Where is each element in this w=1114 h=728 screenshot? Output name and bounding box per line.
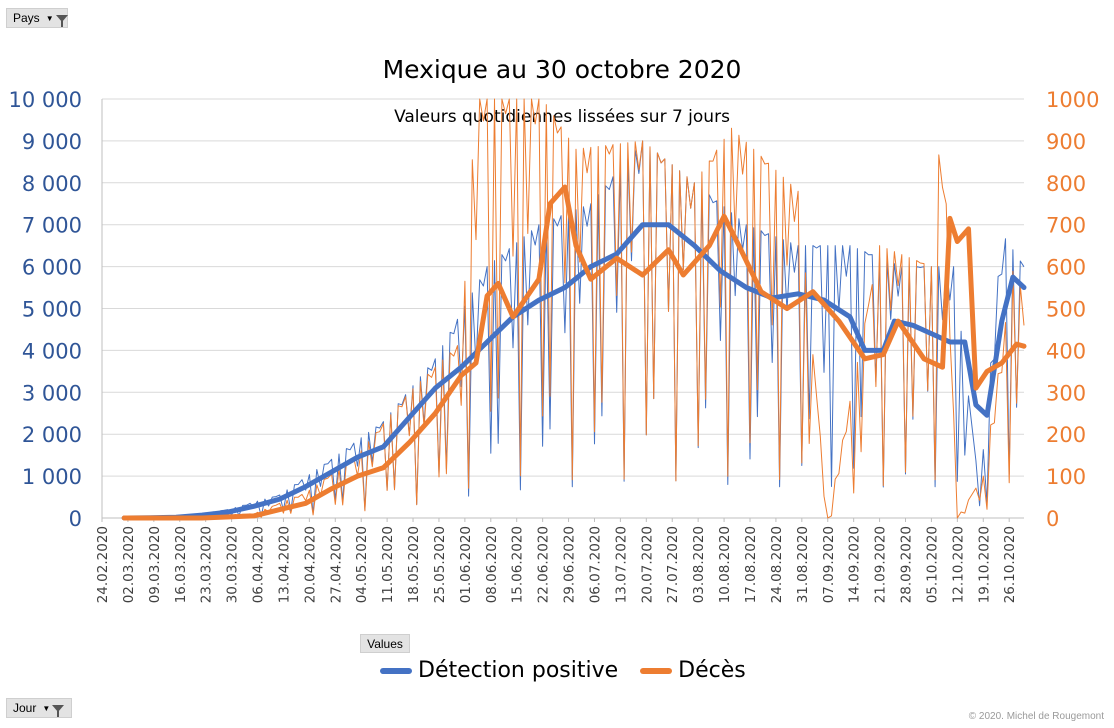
x-tick-label: 17.08.2020 bbox=[743, 526, 759, 603]
y-left-tick-label: 10 000 bbox=[9, 88, 82, 112]
x-tick-label: 07.09.2020 bbox=[821, 526, 837, 603]
legend: Détection positive Décès bbox=[380, 658, 768, 683]
x-tick-label: 30.03.2020 bbox=[225, 526, 241, 603]
y-right-tick-label: 1000 bbox=[1046, 88, 1099, 112]
y-right-tick-label: 0 bbox=[1046, 507, 1059, 531]
gridlines bbox=[101, 98, 1024, 519]
legend-swatch-deaths bbox=[640, 667, 673, 674]
y-left-tick-label: 2 000 bbox=[22, 423, 82, 447]
legend-label-deaths: Décès bbox=[678, 658, 746, 683]
x-tick-label: 23.03.2020 bbox=[199, 526, 215, 603]
y-right-tick-label: 800 bbox=[1046, 172, 1086, 196]
series-smoothed-cases bbox=[121, 222, 1027, 521]
y-left-tick-label: 1 000 bbox=[22, 465, 82, 489]
x-tick-label: 27.04.2020 bbox=[328, 526, 344, 603]
filter-funnel-icon bbox=[52, 704, 65, 717]
chart-subtitle: Valeurs quotidiennes lissées sur 7 jours bbox=[394, 107, 730, 127]
y-right-tick-label: 200 bbox=[1046, 423, 1086, 447]
y-left-tick-label: 7 000 bbox=[22, 214, 82, 238]
x-tick-label: 03.08.2020 bbox=[691, 526, 707, 603]
copyright-text: © 2020. Michel de Rougemont bbox=[968, 711, 1104, 722]
dropdown-arrow-icon: ▼ bbox=[42, 703, 51, 713]
x-tick-label: 26.10.2020 bbox=[1002, 526, 1018, 603]
x-tick-label: 24.08.2020 bbox=[769, 526, 785, 603]
x-tick-label: 06.04.2020 bbox=[251, 526, 267, 603]
series-smoothed-deaths bbox=[121, 184, 1027, 521]
x-tick-label: 27.07.2020 bbox=[665, 526, 681, 603]
y-right-tick-label: 100 bbox=[1046, 465, 1086, 489]
series-daily-deaths bbox=[124, 98, 1025, 519]
y-right-tick-label: 900 bbox=[1046, 130, 1086, 154]
legend-swatch-cases bbox=[380, 667, 412, 674]
x-tick-label: 13.04.2020 bbox=[276, 526, 292, 603]
x-tick-label: 20.07.2020 bbox=[639, 526, 655, 603]
y-right-tick-label: 700 bbox=[1046, 214, 1086, 238]
x-tick-label: 15.06.2020 bbox=[510, 526, 526, 603]
x-tick-label: 04.05.2020 bbox=[354, 526, 370, 603]
x-tick-label: 25.05.2020 bbox=[432, 526, 448, 603]
y-left-tick-label: 9 000 bbox=[22, 130, 82, 154]
x-tick-label: 28.09.2020 bbox=[899, 526, 915, 603]
y-left-tick-label: 5 000 bbox=[22, 298, 82, 322]
y-right-axis: 0 100 200 300 400 500 600 700 800 900 1000 bbox=[1046, 88, 1099, 531]
jour-filter-button[interactable]: Jour ▼ bbox=[6, 698, 72, 718]
x-tick-label: 19.10.2020 bbox=[976, 526, 992, 603]
x-tick-label: 21.09.2020 bbox=[873, 526, 889, 603]
x-tick-label: 10.08.2020 bbox=[717, 526, 733, 603]
x-tick-label: 29.06.2020 bbox=[562, 526, 578, 603]
legend-label-cases: Détection positive bbox=[418, 658, 619, 683]
x-tick-label: 11.05.2020 bbox=[380, 526, 396, 603]
x-axis: 24.02.2020 02.03.2020 09.03.2020 16.03.2020… bbox=[95, 518, 1018, 603]
x-tick-label: 16.03.2020 bbox=[173, 526, 189, 603]
x-tick-label: 08.06.2020 bbox=[484, 526, 500, 603]
x-tick-label: 24.02.2020 bbox=[95, 526, 111, 603]
x-tick-label: 13.07.2020 bbox=[613, 526, 629, 603]
series-lines bbox=[121, 98, 1027, 521]
pays-filter-button[interactable]: Pays ▼ bbox=[6, 8, 68, 28]
x-tick-label: 31.08.2020 bbox=[795, 526, 811, 603]
x-tick-label: 05.10.2020 bbox=[924, 526, 940, 603]
dropdown-arrow-icon: ▼ bbox=[45, 13, 54, 23]
y-left-tick-label: 3 000 bbox=[22, 381, 82, 405]
y-left-tick-label: 4 000 bbox=[22, 339, 82, 363]
y-right-tick-label: 600 bbox=[1046, 256, 1086, 280]
pays-filter-label: Pays bbox=[13, 11, 40, 25]
legend-item-cases: Détection positive bbox=[380, 658, 618, 683]
y-left-tick-label: 0 bbox=[69, 507, 82, 531]
y-left-axis: 0 1 000 2 000 3 000 4 000 5 000 6 000 7 000 8 00… bbox=[9, 88, 82, 531]
y-left-tick-label: 6 000 bbox=[22, 256, 82, 280]
x-tick-label: 14.09.2020 bbox=[847, 526, 863, 603]
chart-title: Mexique au 30 octobre 2020 bbox=[383, 55, 742, 84]
y-right-tick-label: 500 bbox=[1046, 298, 1086, 322]
x-tick-label: 22.06.2020 bbox=[536, 526, 552, 603]
x-tick-label: 09.03.2020 bbox=[147, 526, 163, 603]
y-right-tick-label: 300 bbox=[1046, 381, 1086, 405]
x-tick-label: 18.05.2020 bbox=[406, 526, 422, 603]
values-field-label: Values bbox=[367, 636, 403, 651]
y-right-tick-label: 400 bbox=[1046, 339, 1086, 363]
y-left-tick-label: 8 000 bbox=[22, 172, 82, 196]
x-tick-label: 12.10.2020 bbox=[950, 526, 966, 603]
jour-filter-label: Jour bbox=[13, 701, 37, 715]
x-tick-label: 20.04.2020 bbox=[302, 526, 318, 603]
filter-funnel-icon bbox=[55, 14, 68, 27]
legend-item-deaths: Décès bbox=[640, 658, 746, 683]
x-tick-label: 02.03.2020 bbox=[121, 526, 137, 603]
x-tick-label: 01.06.2020 bbox=[458, 526, 474, 603]
x-tick-label: 06.07.2020 bbox=[587, 526, 603, 603]
values-field-button[interactable]: Values bbox=[360, 634, 410, 653]
